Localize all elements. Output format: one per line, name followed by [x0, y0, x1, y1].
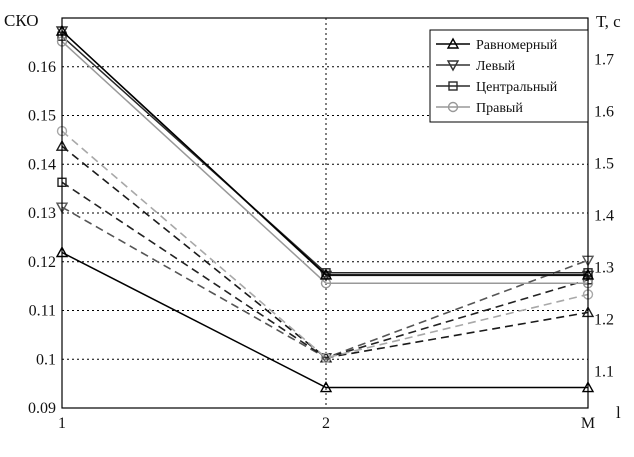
y-left-tick-label-1: 0.1 [36, 351, 56, 368]
plot-frame [61, 17, 589, 409]
series-time-line-0 [61, 30, 588, 276]
y-left-tick-label-2: 0.11 [29, 303, 56, 320]
series-dashed-line-2 [61, 181, 589, 359]
tick-labels: 0.09 0.1 0.11 0.12 0.13 0.14 0.15 0.16 1.1 1.2 1.3… [28, 52, 614, 432]
x-tick-label-0: 1 [58, 415, 66, 432]
series-solid-line-0 [61, 251, 588, 389]
y-axis-left-label: СКО [4, 11, 39, 30]
series-solid-line-3 [61, 40, 588, 284]
solid-series-group [55, 24, 595, 393]
legend-marker-2 [448, 81, 458, 91]
y-right-tick-label-0: 1.1 [594, 364, 614, 381]
legend-marker-3 [447, 101, 459, 113]
series-solid-line-2 [61, 35, 588, 274]
series-solid-point-1-1 [319, 270, 333, 282]
y-left-tick-label-5: 0.14 [28, 156, 56, 173]
y-left-tick-label-7: 0.16 [28, 59, 56, 76]
series-time-point-0-1 [319, 268, 333, 280]
y-right-tick-label-6: 1.7 [594, 52, 614, 69]
y-left-tick-label-6: 0.15 [28, 108, 56, 125]
y-right-tick-label-4: 1.5 [594, 156, 614, 173]
x-tick-label-2: M [581, 415, 595, 432]
legend-label-1: Левый [476, 59, 516, 74]
legend: Равномерный Левый Центральный Правый [429, 29, 589, 123]
x-axis-label: l [616, 403, 621, 422]
grid-lines [62, 18, 588, 408]
legend-label-2: Центральный [476, 80, 558, 95]
y-axis-right-label: Т, с [596, 12, 621, 31]
series-solid-point-0-1 [319, 381, 333, 393]
y-right-tick-label-3: 1.4 [594, 208, 614, 225]
y-right-tick-label-2: 1.3 [594, 260, 614, 277]
x-tick-label-1: 2 [322, 415, 330, 432]
series-dashed-point-3-1 [320, 352, 332, 363]
legend-marker-1 [446, 60, 460, 72]
y-left-tick-label-0: 0.09 [28, 400, 56, 417]
y-right-tick-label-5: 1.6 [594, 104, 614, 121]
y-left-tick-label-3: 0.12 [28, 254, 56, 271]
series-dashed-line-0 [61, 145, 589, 359]
y-left-tick-label-4: 0.13 [28, 205, 56, 222]
legend-label-0: Равномерный [476, 38, 558, 53]
series-dashed-line-3 [61, 130, 589, 359]
legend-label-3: Правый [476, 101, 523, 116]
dashed-series-group [55, 125, 595, 365]
y-right-tick-label-1: 1.2 [594, 312, 614, 329]
legend-marker-0 [446, 37, 460, 49]
